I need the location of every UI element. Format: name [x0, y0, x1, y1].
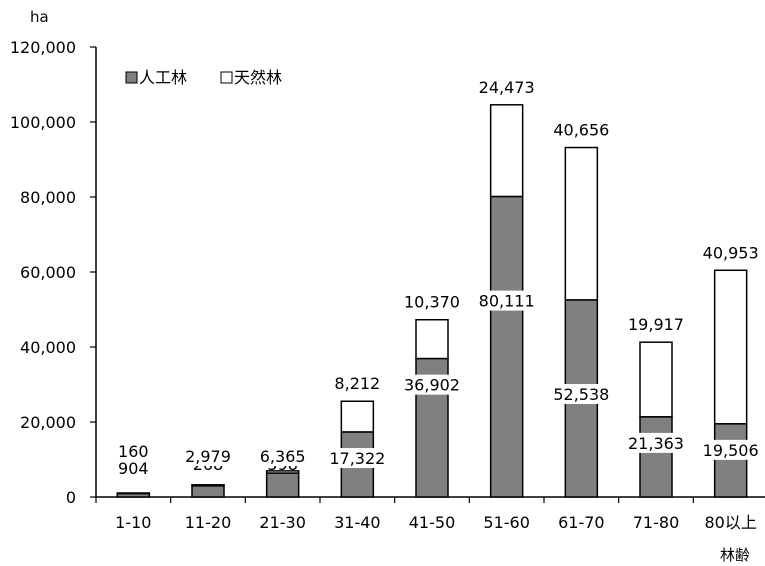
x-tick-label: 41-50 [409, 513, 456, 532]
x-tick-label: 11-20 [185, 513, 232, 532]
data-label-planted: 19,506 [703, 441, 759, 460]
bar-planted [191, 485, 225, 498]
data-label-natural: 8,212 [334, 374, 380, 393]
legend-label-natural: 天然林 [234, 68, 282, 87]
data-label-bg [255, 446, 310, 466]
bar-natural [340, 400, 375, 433]
legend-swatch-natural [220, 71, 233, 84]
data-label-planted: 21,363 [628, 434, 684, 453]
bar-planted [639, 416, 673, 498]
y-tick-label: 80,000 [20, 188, 76, 207]
bar-natural [489, 104, 524, 198]
data-label-natural: 160 [118, 442, 149, 461]
data-label-natural: 40,953 [703, 243, 759, 262]
data-label-bg [115, 458, 151, 478]
x-axis-title: 林齢 [720, 546, 750, 564]
bar-natural [639, 341, 673, 418]
data-label-planted: 36,902 [404, 376, 460, 395]
x-tick-label: 51-60 [483, 513, 530, 532]
y-tick-label: 120,000 [10, 38, 76, 57]
data-label-natural: 40,656 [553, 121, 609, 140]
x-tick-label: 71-80 [633, 513, 680, 532]
data-label-natural: 10,370 [404, 293, 460, 312]
data-label-planted: 52,538 [553, 385, 609, 404]
bar-planted [116, 492, 151, 498]
data-label-bg [400, 374, 464, 395]
data-labels: 1609042682,9795986,3658,21217,32210,3703… [115, 78, 763, 478]
data-label-natural: 24,473 [479, 78, 535, 97]
data-label-bg [474, 290, 539, 311]
bar-natural [415, 318, 449, 360]
y-tick-label: 0 [66, 488, 76, 507]
x-tick-label: 21-30 [259, 513, 306, 532]
x-tick-label: 1-10 [115, 513, 151, 532]
y-axis-unit-label: ha [30, 8, 49, 26]
data-label-planted: 17,322 [329, 449, 385, 468]
data-label-planted: 80,111 [479, 292, 535, 311]
legend-label-planted: 人工林 [139, 68, 187, 87]
data-label-bg [181, 446, 235, 466]
data-label-planted: 904 [118, 459, 149, 478]
x-tick-label: 80以上 [704, 513, 756, 532]
y-tick-label: 20,000 [20, 413, 76, 432]
bar-natural [564, 146, 599, 301]
data-label-natural: 19,917 [628, 315, 684, 334]
bar-planted [489, 195, 524, 498]
data-label-planted: 6,365 [260, 447, 306, 466]
y-tick-label: 100,000 [10, 113, 76, 132]
data-label-bg [698, 439, 763, 460]
data-label-bg [325, 448, 390, 469]
bar-natural [713, 269, 748, 425]
y-tick-label: 60,000 [20, 263, 76, 282]
x-tick-label: 31-40 [334, 513, 381, 532]
data-label-bg [549, 383, 614, 404]
legend-swatch-planted [125, 71, 138, 84]
data-label-planted: 2,979 [185, 447, 231, 466]
legend: 人工林 天然林 [125, 68, 282, 87]
bar-planted [265, 472, 300, 498]
y-tick-label: 40,000 [20, 338, 76, 357]
axes: 0 20,000 40,000 60,000 80,000 100,000 120,000 1… [10, 38, 765, 532]
data-label-bg [624, 432, 688, 453]
bar-planted [713, 423, 748, 498]
x-tick-label: 61-70 [558, 513, 605, 532]
